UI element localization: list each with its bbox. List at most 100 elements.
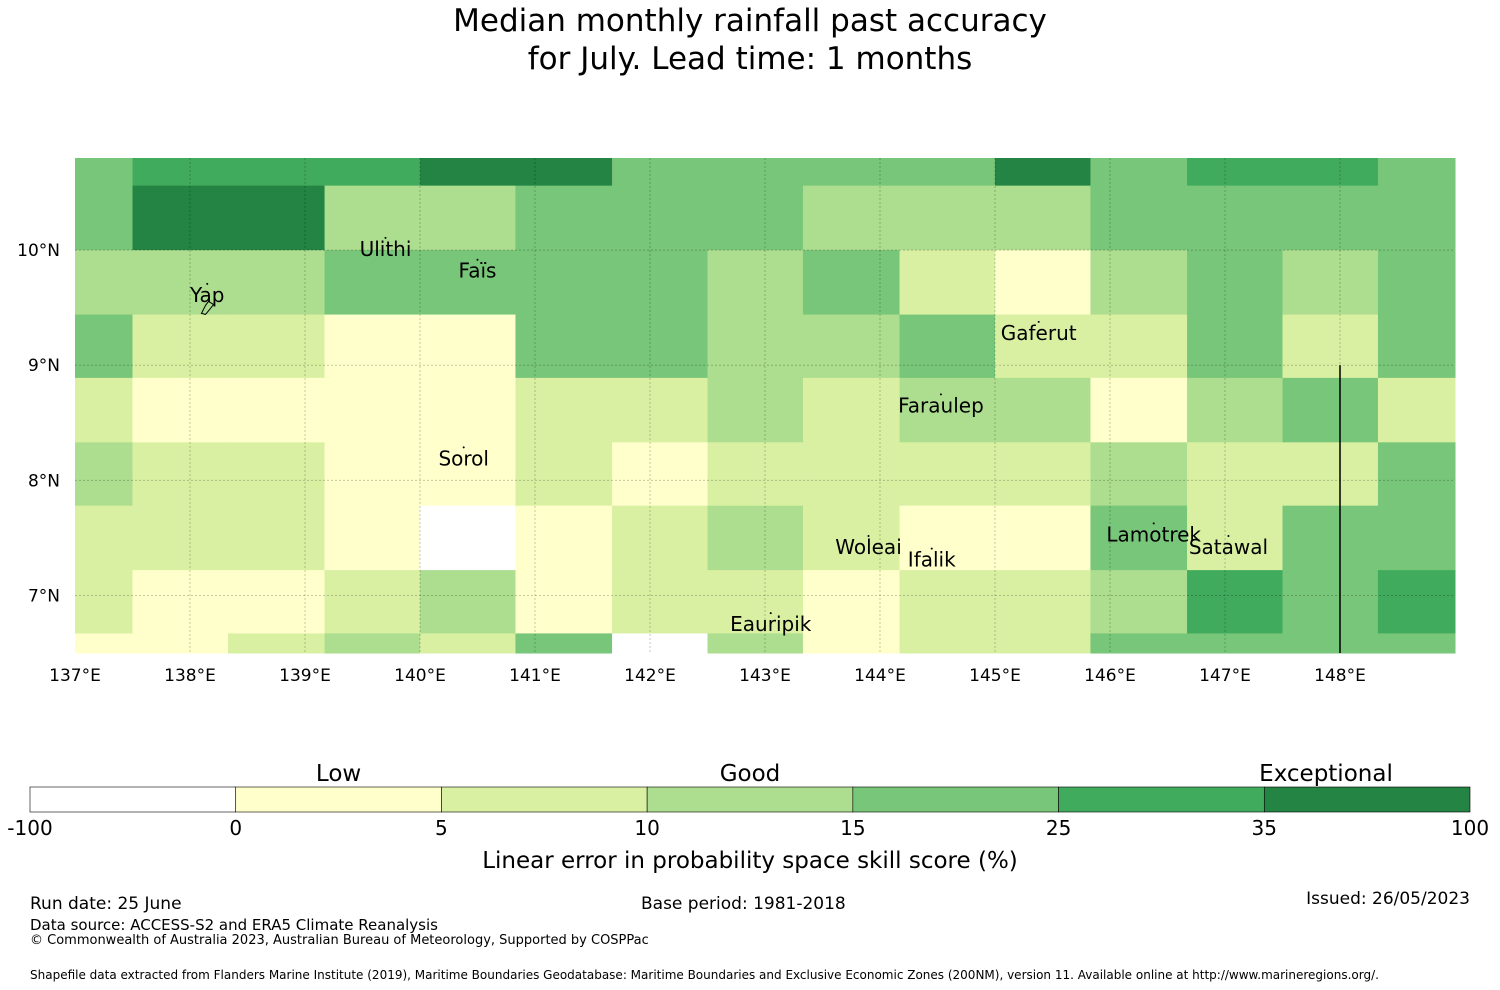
- base-period: Base period: 1981-2018: [641, 894, 846, 914]
- map-cell: [995, 377, 1091, 443]
- map-cell: [132, 158, 229, 187]
- map-cell: [324, 314, 421, 379]
- map-cell: [802, 158, 901, 187]
- island-label: Faraulep: [898, 393, 984, 417]
- colorbar-segment: [852, 786, 1059, 813]
- map-cell: [75, 377, 133, 443]
- map-cell: [1282, 505, 1379, 571]
- map-cell: [707, 377, 804, 443]
- island-marker: [1227, 535, 1230, 537]
- map-cell: [132, 505, 229, 571]
- map-cell: [1282, 377, 1379, 443]
- map-cell: [75, 158, 133, 187]
- map-cell: [227, 377, 326, 443]
- map-cell: [1187, 250, 1283, 316]
- map-cell: [802, 570, 901, 634]
- map-cell: [1090, 158, 1188, 187]
- map-cell: [1187, 570, 1283, 634]
- map-cell: [899, 185, 996, 251]
- map-cell: [420, 377, 516, 443]
- map-cell: [75, 570, 133, 634]
- map-cell: [1377, 633, 1456, 654]
- island-label: Eauripik: [730, 612, 812, 636]
- island-label: Yap: [189, 283, 224, 307]
- y-tick-label: 9°N: [28, 356, 60, 376]
- map-cell: [995, 570, 1091, 634]
- map-cell: [515, 158, 613, 187]
- title-line-2: for July. Lead time: 1 months: [527, 41, 973, 77]
- map-cell: [227, 158, 326, 187]
- colorbar-segment: [646, 786, 854, 813]
- map-cell: [612, 442, 708, 507]
- island-marker: [930, 547, 933, 550]
- title-line-1: Median monthly rainfall past accuracy: [453, 3, 1047, 39]
- map-grid-cells: [75, 158, 1456, 654]
- island-label: Lamotrek: [1106, 522, 1201, 546]
- x-tick-label: 140°E: [394, 666, 446, 686]
- island-label: Satawal: [1189, 535, 1268, 559]
- map-cell: [1282, 442, 1379, 507]
- map-cell: [707, 250, 804, 316]
- map-cell: [1187, 158, 1283, 187]
- map-cell: [707, 185, 804, 251]
- map-cell: [227, 570, 326, 634]
- map-cell: [995, 158, 1091, 187]
- map-cell: [995, 505, 1091, 571]
- map-cell: [420, 250, 516, 316]
- map-cell: [515, 185, 613, 251]
- map-cell: [1377, 570, 1456, 634]
- map-cell: [420, 314, 516, 379]
- map-cell: [1282, 185, 1379, 251]
- colorbar-tick-label: -100: [7, 816, 52, 840]
- colorbar-tick-label: 15: [840, 816, 865, 840]
- map-cell: [707, 505, 804, 571]
- colorbar-segment: [1058, 786, 1265, 813]
- map-cell: [420, 570, 516, 634]
- x-tick-label: 137°E: [49, 666, 101, 686]
- colorbar-category-label: Good: [720, 761, 781, 787]
- map-cell: [802, 314, 901, 379]
- map-cell: [802, 505, 901, 571]
- map-cell: [1282, 314, 1379, 379]
- map-cell: [227, 633, 326, 654]
- colorbar-tick-label: 35: [1252, 816, 1277, 840]
- map-cell: [612, 633, 708, 654]
- y-tick-label: 7°N: [28, 586, 60, 606]
- map-cell: [1090, 442, 1188, 507]
- map-cell: [1282, 570, 1379, 634]
- map-cell: [75, 314, 133, 379]
- map-cell: [420, 185, 516, 251]
- map-cell: [420, 633, 516, 654]
- island-label: Ifalik: [908, 548, 956, 572]
- island-label: Gaferut: [1001, 321, 1077, 345]
- map-cell: [802, 442, 901, 507]
- map-cell: [1090, 314, 1188, 379]
- map-cell: [899, 377, 996, 443]
- map-cell: [707, 158, 804, 187]
- map-cell: [899, 250, 996, 316]
- map-cell: [1377, 250, 1456, 316]
- map-cell: [1282, 633, 1379, 654]
- colorbar-segment: [1263, 786, 1471, 813]
- map-cell: [899, 505, 996, 571]
- x-tick-label: 145°E: [969, 666, 1021, 686]
- map-cell: [132, 314, 229, 379]
- data-source: Data source: ACCESS-S2 and ERA5 Climate …: [30, 916, 438, 934]
- island-marker: [1037, 320, 1040, 323]
- map-cell: [1377, 185, 1456, 251]
- x-tick-label: 143°E: [739, 666, 791, 686]
- x-tick-label: 147°E: [1199, 666, 1251, 686]
- map-cell: [1187, 377, 1283, 443]
- island-label: Sorol: [438, 446, 489, 470]
- map-cell: [612, 158, 708, 187]
- colorbar-axis-label: Linear error in probability space skill …: [482, 848, 1018, 874]
- map-gridlines: [75, 158, 1455, 653]
- x-tick-label: 142°E: [624, 666, 676, 686]
- map-cell: [515, 570, 613, 634]
- map-cell: [420, 158, 516, 187]
- map-cell: [324, 250, 421, 316]
- colorbar-segment: [441, 786, 648, 813]
- map-cell: [802, 185, 901, 251]
- x-tick-label: 148°E: [1314, 666, 1366, 686]
- map-cell: [995, 250, 1091, 316]
